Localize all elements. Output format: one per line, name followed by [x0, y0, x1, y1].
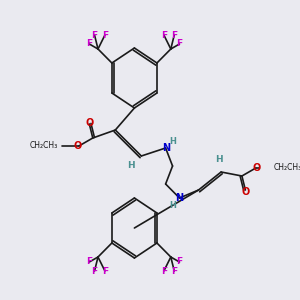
Text: F: F [86, 257, 92, 266]
Text: N: N [162, 143, 170, 153]
Text: F: F [161, 31, 167, 40]
Text: F: F [161, 266, 167, 275]
Text: F: F [102, 266, 108, 275]
Text: F: F [86, 40, 92, 49]
Text: CH₂CH₃: CH₂CH₃ [273, 164, 300, 172]
Text: O: O [241, 187, 250, 197]
Text: F: F [92, 266, 98, 275]
Text: O: O [85, 118, 93, 128]
Text: H: H [169, 200, 176, 209]
Text: F: F [171, 266, 177, 275]
Text: H: H [127, 161, 135, 170]
Text: O: O [253, 163, 261, 173]
Text: N: N [176, 193, 184, 203]
Text: H: H [169, 136, 176, 146]
Text: O: O [74, 141, 82, 151]
Text: F: F [171, 31, 177, 40]
Text: F: F [102, 31, 108, 40]
Text: F: F [176, 40, 182, 49]
Text: H: H [216, 155, 223, 164]
Text: F: F [92, 31, 98, 40]
Text: F: F [176, 257, 182, 266]
Text: CH₂CH₃: CH₂CH₃ [30, 142, 58, 151]
